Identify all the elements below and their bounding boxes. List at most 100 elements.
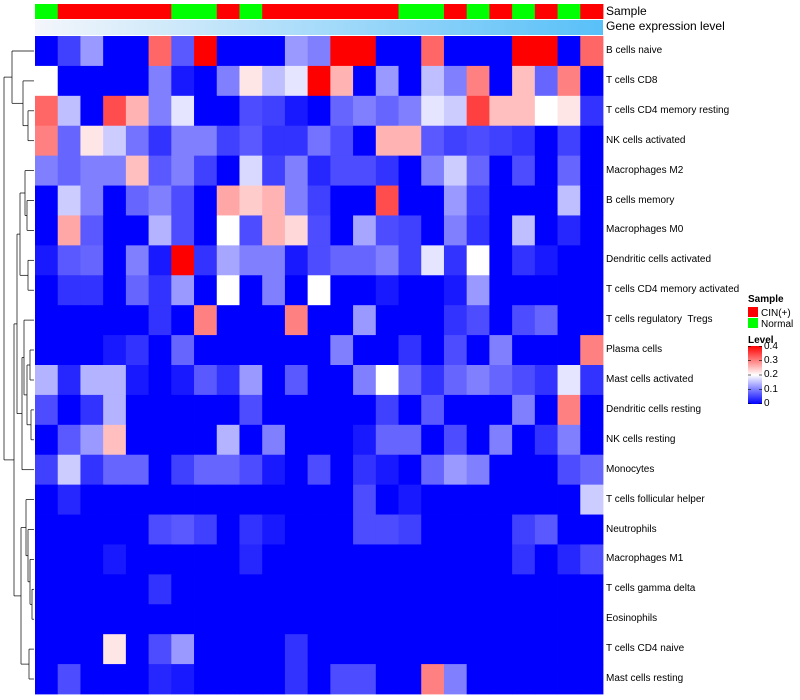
sample-legend-title: Sample	[748, 294, 784, 305]
heatmap-cell	[262, 275, 286, 306]
heatmap-cell	[307, 454, 331, 486]
heatmap-cell	[443, 484, 468, 515]
heatmap-cell	[103, 245, 127, 276]
heatmap-cell	[125, 365, 149, 396]
heatmap-cell	[103, 664, 127, 695]
heatmap-cell	[125, 634, 149, 665]
heatmap-cell	[125, 245, 149, 276]
heatmap-cell	[284, 574, 309, 605]
heatmap-cell	[580, 365, 604, 396]
heatmap-cell	[284, 65, 309, 97]
heatmap-cell	[216, 365, 240, 396]
heatmap-cell	[194, 604, 218, 635]
heatmap-cell	[353, 634, 377, 665]
heatmap-cell	[194, 484, 218, 515]
heatmap-cell	[35, 514, 59, 545]
heatmap-cell	[262, 65, 286, 97]
heatmap-cell	[398, 95, 422, 127]
heatmap-cell	[57, 215, 81, 246]
sample-cell-8	[194, 4, 218, 19]
heatmap-cell	[103, 155, 127, 186]
row-label: Plasma cells	[606, 344, 663, 355]
sample-cell-22	[512, 4, 536, 19]
heatmap-cell	[57, 335, 81, 366]
sample-cell-13	[307, 4, 331, 19]
heatmap-cell	[398, 514, 422, 545]
heatmap-cell	[466, 604, 490, 635]
heatmap-cell	[262, 394, 286, 426]
row-label: Neutrophils	[606, 523, 657, 535]
heatmap-cell	[262, 424, 286, 456]
heatmap-cell	[125, 305, 149, 336]
heatmap-cell	[421, 634, 445, 665]
heatmap-cell	[284, 484, 309, 515]
heatmap-cell	[284, 544, 309, 575]
heatmap-cell	[148, 424, 172, 456]
heatmap-cell	[353, 514, 377, 545]
heatmap-cell	[216, 634, 240, 665]
heatmap-cell	[35, 125, 59, 157]
level-legend-title: Level	[748, 335, 774, 346]
heatmap-cell	[353, 365, 377, 396]
heatmap-cell	[103, 125, 127, 157]
heatmap-cell	[489, 65, 513, 97]
heatmap-cell	[557, 574, 581, 605]
heatmap-cell	[353, 394, 377, 426]
heatmap-cell	[239, 604, 263, 635]
sample-cell-11	[262, 4, 286, 19]
heatmap-cell	[80, 394, 104, 426]
heatmap-cell	[512, 36, 536, 67]
heatmap-cell	[534, 424, 558, 456]
heatmap-cell	[466, 574, 490, 605]
heatmap-cell	[330, 664, 354, 695]
heatmap-cell	[489, 245, 513, 276]
level-tick-label: 0.1	[764, 383, 778, 395]
heatmap-cell	[557, 155, 581, 186]
heatmap-cell	[421, 514, 445, 545]
heatmap-cell	[398, 574, 422, 605]
heatmap-cell	[375, 365, 399, 396]
heatmap-cell	[239, 155, 263, 186]
heatmap-cell	[353, 454, 377, 486]
heatmap-cell	[512, 424, 536, 456]
row-label: Mast cells activated	[606, 374, 694, 385]
heatmap-cell	[80, 155, 104, 186]
heatmap-cell	[125, 604, 149, 635]
sample-track-label: Sample	[606, 4, 647, 18]
heatmap-cell	[534, 65, 558, 97]
heatmap-cell	[35, 365, 59, 396]
heatmap-cell	[512, 215, 536, 246]
heatmap-cell	[57, 36, 81, 67]
heatmap-cell	[103, 544, 127, 575]
heatmap-cell	[512, 574, 536, 605]
heatmap-cell	[171, 275, 195, 306]
heatmap-cell	[421, 484, 445, 515]
heatmap-cell	[307, 424, 331, 456]
heatmap-cell	[421, 335, 445, 366]
heatmap-cell	[580, 95, 604, 127]
heatmap-cell	[512, 514, 536, 545]
heatmap-cell	[375, 215, 399, 246]
heatmap-cell	[398, 664, 422, 695]
heatmap-cell	[57, 514, 81, 545]
heatmap-cell	[421, 215, 445, 246]
heatmap-cell	[216, 95, 240, 127]
heatmap-cells	[35, 36, 604, 695]
heatmap-cell	[80, 125, 104, 157]
heatmap-cell	[307, 305, 331, 336]
heatmap-cell	[125, 574, 149, 605]
heatmap-cell	[148, 664, 172, 695]
sample-cell-7	[171, 4, 195, 19]
heatmap-cell	[80, 245, 104, 276]
heatmap-cell	[330, 245, 354, 276]
heatmap-cell	[284, 155, 309, 186]
heatmap-cell	[534, 365, 558, 396]
heatmap-cell	[375, 245, 399, 276]
heatmap-cell	[466, 125, 490, 157]
sample-annotation-track	[35, 4, 604, 19]
heatmap-cell	[421, 95, 445, 127]
heatmap-cell	[353, 95, 377, 127]
heatmap-cell	[57, 305, 81, 336]
heatmap-cell	[466, 275, 490, 306]
level-tick-label: 0	[764, 397, 770, 409]
